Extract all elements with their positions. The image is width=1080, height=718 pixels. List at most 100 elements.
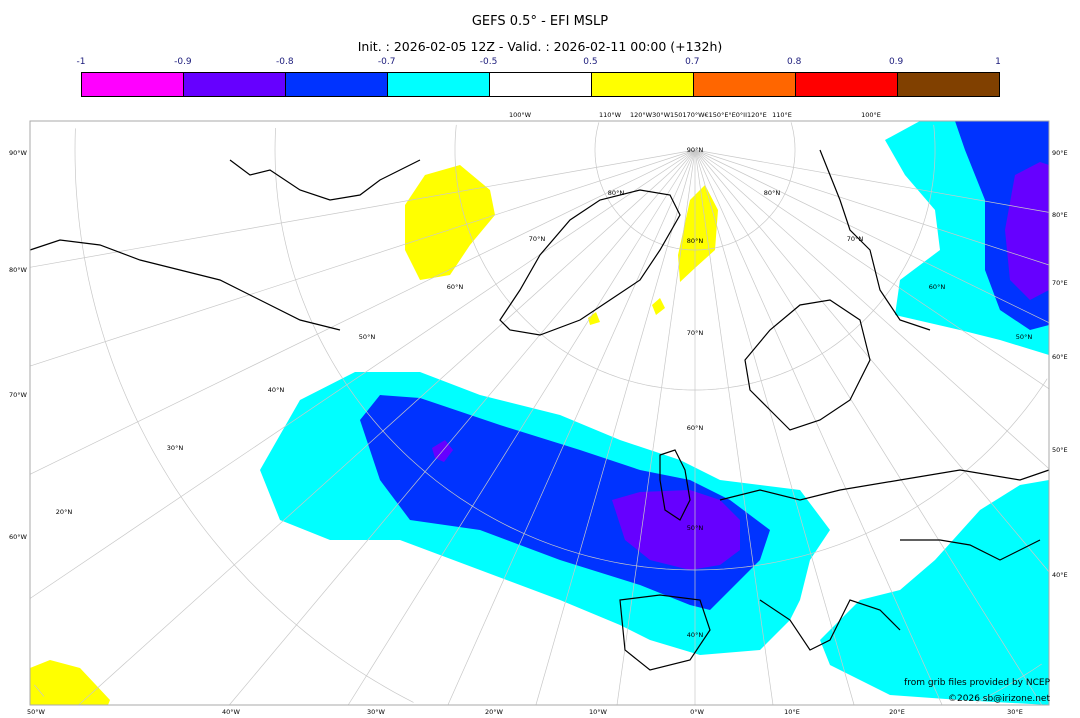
latitude-label: 70°N — [529, 235, 546, 243]
meridian-line — [694, 149, 1050, 213]
meridian-line — [694, 149, 1050, 573]
colorbar-tick-label: 0.9 — [888, 57, 904, 67]
latitude-label: 70°N — [847, 235, 864, 243]
meridian-line — [78, 149, 696, 706]
efi-purple-france — [612, 490, 740, 570]
efi-yellow-small — [588, 298, 665, 325]
colorbar-swatch — [898, 73, 999, 96]
top-longitude-label: 110°E — [772, 111, 792, 119]
bottom-longitude-label: 20°E — [889, 708, 905, 716]
efi-yellow-southwest — [30, 660, 110, 705]
meridian-line — [347, 149, 696, 706]
meridian-line — [29, 149, 696, 599]
colorbar-swatch — [796, 73, 898, 96]
latitude-circle — [74, 128, 1042, 703]
efi-cyan-southeast — [820, 480, 1049, 705]
meridian-line — [616, 149, 696, 706]
latitude-label: 80°N — [687, 237, 704, 245]
left-longitude-label: 90°W — [9, 149, 28, 157]
colorbar — [81, 72, 1000, 97]
bottom-longitude-label: 20°W — [485, 708, 504, 716]
graticule — [29, 122, 1050, 706]
left-longitude-label: 80°W — [9, 266, 28, 274]
colorbar-tick-label: -0.9 — [174, 57, 192, 67]
meridian-line — [694, 149, 855, 706]
top-longitude-label: 110°W — [599, 111, 622, 119]
colorbar-tick-label: 1 — [995, 57, 1001, 67]
map-frame — [29, 120, 1050, 706]
credit-ncep: from grib files provided by NCEP — [904, 678, 1051, 688]
colorbar-tick-label: 0.8 — [787, 57, 802, 67]
latitude-label: 40°N — [268, 386, 285, 394]
map-title: GEFS 0.5° - EFI MSLP — [471, 14, 609, 29]
graticule-labels: 100°W 110°W 120°W30°W150170°W€150°E°E0°II1… — [9, 111, 1068, 716]
meridian-line — [447, 149, 696, 706]
efi-purple-northeast — [1005, 162, 1049, 300]
right-longitude-label: 80°E — [1052, 211, 1068, 219]
colorbar-tick-label: -1 — [76, 57, 86, 67]
colorbar-swatch — [490, 73, 592, 96]
latitude-label: 50°N — [359, 333, 376, 341]
colorbar-tick-label: -0.5 — [479, 57, 498, 67]
meridian-line — [29, 149, 696, 367]
latitude-circle — [34, 684, 45, 697]
bottom-longitude-label: 0°W — [690, 708, 704, 716]
latitude-label: 30°N — [167, 444, 184, 452]
latitude-label: 80°N — [608, 189, 625, 197]
meridian-line — [694, 149, 943, 706]
meridian-line — [694, 149, 1050, 266]
latitude-label: 60°N — [687, 424, 704, 432]
latitude-label: 90°N — [687, 146, 704, 154]
left-longitude-label: 60°W — [9, 533, 28, 541]
latitude-label: 80°N — [764, 189, 781, 197]
right-longitude-label: 90°E — [1052, 149, 1068, 157]
meridian-line — [694, 149, 774, 706]
colorbar-swatch — [184, 73, 286, 96]
right-longitude-label: 70°E — [1052, 279, 1068, 287]
bottom-longitude-label: 40°W — [222, 708, 241, 716]
map-subtitle: Init. : 2026-02-05 12Z - Valid. : 2026-0… — [357, 39, 723, 54]
colorbar-swatch — [694, 73, 796, 96]
colorbar-tick-label: 0.5 — [583, 57, 598, 67]
latitude-label: 20°N — [56, 508, 73, 516]
meridian-line — [694, 149, 1050, 390]
meridian-line — [535, 149, 696, 706]
meridian-line — [694, 149, 1043, 706]
colorbar-tick-label: -0.7 — [377, 57, 396, 67]
bottom-longitude-label: 30°W — [367, 708, 386, 716]
colorbar-swatch — [82, 73, 184, 96]
bottom-longitude-label: 10°W — [589, 708, 608, 716]
top-longitude-label: 120°W30°W150170°W€150°E°E0°II120°E — [630, 111, 767, 119]
meridian-line — [694, 149, 1050, 324]
top-longitude-label: 100°W — [509, 111, 532, 119]
colorbar-swatch — [286, 73, 388, 96]
coastlines — [29, 149, 1050, 671]
meridian-line — [694, 149, 1050, 469]
colorbar-tick-label: 0.7 — [685, 57, 700, 67]
bottom-longitude-label: 30°E — [1007, 708, 1023, 716]
right-longitude-label: 60°E — [1052, 353, 1068, 361]
meridian-line — [229, 149, 696, 706]
efi-yellow-greenland — [405, 165, 495, 280]
bottom-longitude-label: 10°E — [784, 708, 800, 716]
latitude-label: 70°N — [687, 329, 704, 337]
latitude-label: 50°N — [1016, 333, 1033, 341]
top-longitude-label: 100°E — [861, 111, 881, 119]
latitude-label: 60°N — [929, 283, 946, 291]
colorbar-tick-label: -0.8 — [275, 57, 294, 67]
bottom-longitude-label: 50°W — [27, 708, 46, 716]
latitude-circle — [594, 122, 796, 251]
colorbar-swatch — [592, 73, 694, 96]
latitude-label: 60°N — [447, 283, 464, 291]
colorbar-swatch — [388, 73, 490, 96]
credit-copyright: ©2026 sb@irizone.net — [948, 694, 1050, 704]
latitude-label: 40°N — [687, 631, 704, 639]
latitude-circle — [274, 127, 1048, 571]
meridian-line — [29, 149, 696, 268]
latitude-label: 50°N — [687, 524, 704, 532]
right-longitude-label: 40°E — [1052, 571, 1068, 579]
right-longitude-label: 50°E — [1052, 446, 1068, 454]
meridian-line — [29, 149, 696, 475]
